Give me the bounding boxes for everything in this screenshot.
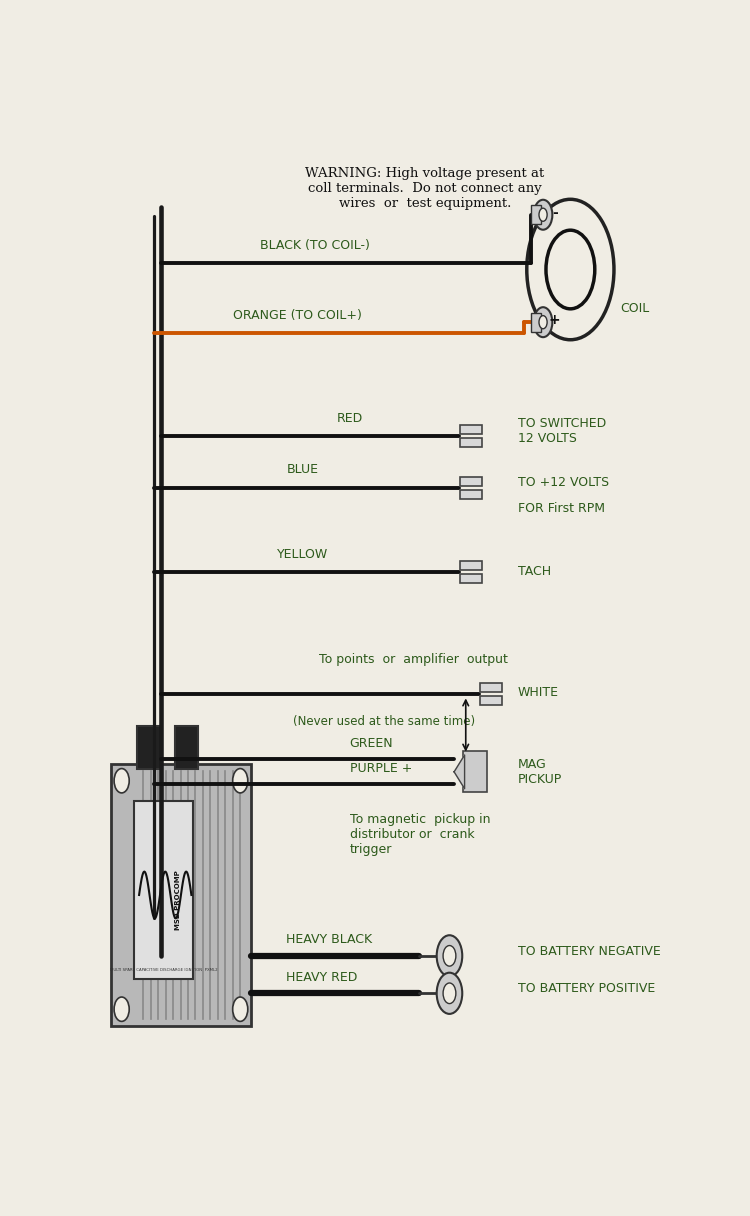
Circle shape <box>232 997 248 1021</box>
Circle shape <box>436 935 462 976</box>
Text: (Never used at the same time): (Never used at the same time) <box>293 715 476 728</box>
Circle shape <box>539 208 547 221</box>
Circle shape <box>534 199 552 230</box>
Circle shape <box>443 983 456 1003</box>
FancyBboxPatch shape <box>463 751 488 793</box>
Text: HEAVY BLACK: HEAVY BLACK <box>286 934 372 946</box>
FancyBboxPatch shape <box>460 490 482 499</box>
Text: TO SWITCHED
12 VOLTS: TO SWITCHED 12 VOLTS <box>518 417 606 445</box>
Circle shape <box>443 946 456 967</box>
Text: WHITE: WHITE <box>518 686 559 699</box>
Text: RED: RED <box>336 412 363 424</box>
Text: WARNING: High voltage present at
coll terminals.  Do not connect any
wires  or  : WARNING: High voltage present at coll te… <box>305 167 544 209</box>
FancyBboxPatch shape <box>480 682 502 692</box>
FancyBboxPatch shape <box>460 477 482 486</box>
FancyBboxPatch shape <box>460 426 482 434</box>
FancyBboxPatch shape <box>480 696 502 705</box>
FancyBboxPatch shape <box>532 313 541 332</box>
FancyBboxPatch shape <box>137 726 160 769</box>
Text: FOR First RPM: FOR First RPM <box>518 502 605 514</box>
Text: TO BATTERY POSITIVE: TO BATTERY POSITIVE <box>518 983 656 995</box>
Circle shape <box>534 308 552 337</box>
FancyBboxPatch shape <box>175 726 198 769</box>
Text: +: + <box>549 314 560 327</box>
FancyBboxPatch shape <box>134 801 193 979</box>
Text: To magnetic  pickup in
distributor or  crank
trigger: To magnetic pickup in distributor or cra… <box>350 812 490 856</box>
Text: TO BATTERY NEGATIVE: TO BATTERY NEGATIVE <box>518 945 661 958</box>
Text: -: - <box>552 206 557 220</box>
Text: MAG
PICKUP: MAG PICKUP <box>518 758 562 786</box>
Text: BLACK (TO COIL-): BLACK (TO COIL-) <box>260 238 370 252</box>
Circle shape <box>436 973 462 1014</box>
Text: TACH: TACH <box>518 564 551 578</box>
Circle shape <box>114 769 129 793</box>
FancyBboxPatch shape <box>111 764 251 1026</box>
Circle shape <box>539 316 547 328</box>
Polygon shape <box>454 755 464 789</box>
Text: TO +12 VOLTS: TO +12 VOLTS <box>518 475 609 489</box>
FancyBboxPatch shape <box>460 574 482 584</box>
Text: YELLOW: YELLOW <box>278 547 328 561</box>
FancyBboxPatch shape <box>532 206 541 224</box>
Circle shape <box>546 230 595 309</box>
Text: To points  or  amplifier  output: To points or amplifier output <box>319 653 508 665</box>
Text: BLUE: BLUE <box>287 463 319 477</box>
Text: ORANGE (TO COIL+): ORANGE (TO COIL+) <box>232 309 362 322</box>
Circle shape <box>232 769 248 793</box>
Text: HEAVY RED: HEAVY RED <box>286 970 357 984</box>
Text: MSD PROCOMP: MSD PROCOMP <box>175 869 181 929</box>
Circle shape <box>526 199 614 339</box>
Circle shape <box>114 997 129 1021</box>
FancyBboxPatch shape <box>460 438 482 447</box>
Text: MULTI SPARK CAPACITIVE DISCHARGE IGNITION  PXML2: MULTI SPARK CAPACITIVE DISCHARGE IGNITIO… <box>110 968 218 972</box>
Text: GREEN: GREEN <box>350 737 393 750</box>
Text: COIL: COIL <box>620 302 649 315</box>
FancyBboxPatch shape <box>460 561 482 570</box>
Text: PURPLE +: PURPLE + <box>350 762 412 775</box>
